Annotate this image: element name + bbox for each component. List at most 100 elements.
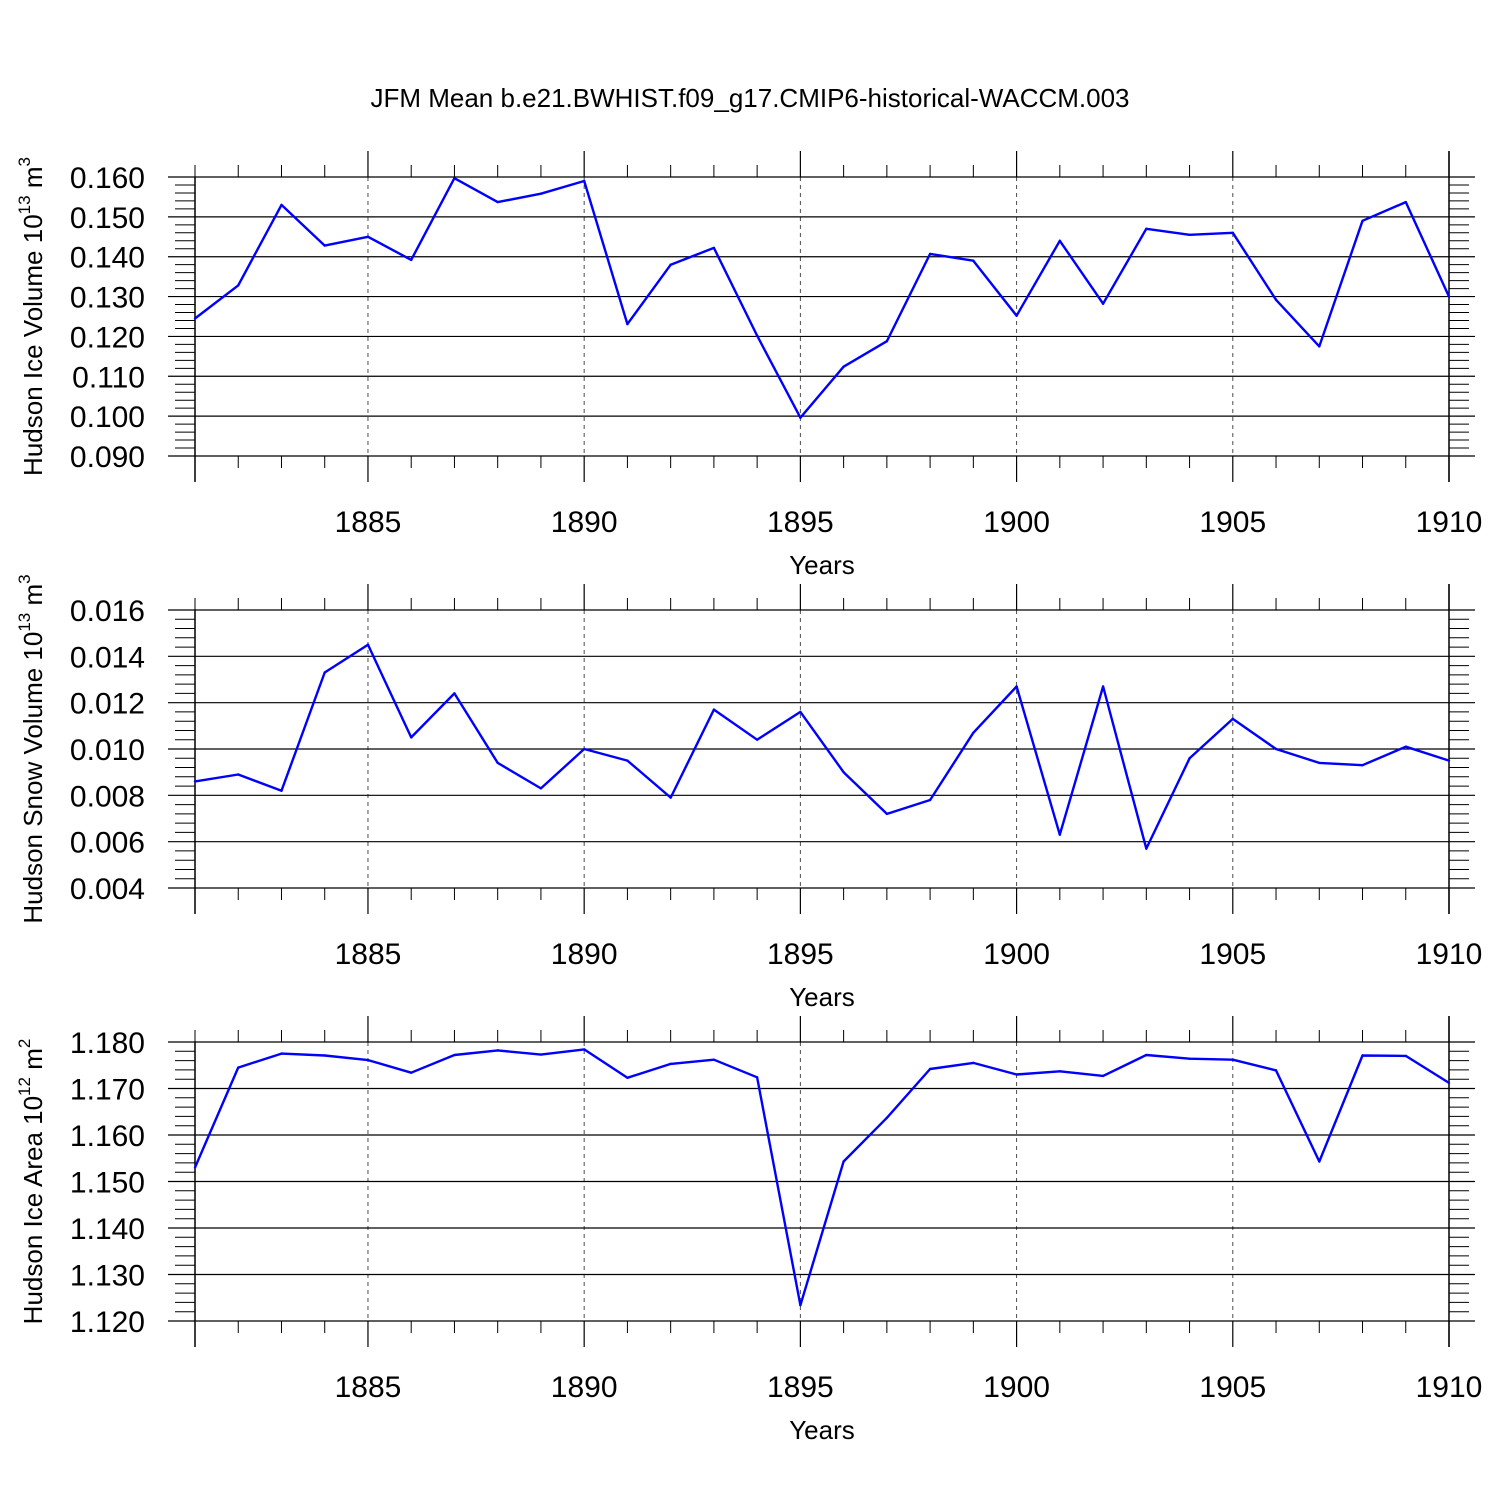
data-point (1145, 847, 1148, 850)
y-tick-label: 0.014 (70, 641, 145, 674)
y-tick-label: 1.140 (70, 1213, 145, 1246)
x-tick-label: 1900 (983, 506, 1050, 539)
data-point (1361, 219, 1364, 223)
data-point (972, 259, 975, 262)
data-point (410, 258, 413, 262)
data-point (712, 1058, 716, 1061)
data-point (799, 1303, 802, 1307)
data-point (1318, 1160, 1321, 1163)
data-point (410, 736, 413, 739)
panel-3: 1.120 1.130 1.140 1.150 1.160 1.170 1.180 1885 1… (15, 1016, 1482, 1445)
y-tick-label: 1.120 (70, 1306, 145, 1339)
data-point (193, 317, 197, 320)
data-point (885, 1116, 889, 1119)
data-point (1361, 764, 1364, 767)
y-tick-label: 0.120 (70, 321, 145, 354)
data-point (453, 176, 456, 180)
series-line (194, 176, 1451, 419)
data-point (453, 692, 456, 695)
data-point (842, 770, 845, 774)
data-point (582, 179, 586, 183)
data-point (1318, 345, 1321, 348)
y-tick-label: 1.180 (70, 1027, 145, 1060)
data-point (842, 365, 845, 368)
data-point (1361, 1054, 1364, 1057)
y-tick-label: 0.016 (70, 595, 145, 628)
data-point (1274, 298, 1278, 301)
chart-title: JFM Mean b.e21.BWHIST.f09_g17.CMIP6-hist… (370, 83, 1129, 113)
data-point (193, 1166, 197, 1169)
data-point (755, 334, 759, 337)
x-tick-label: 1895 (767, 938, 834, 971)
data-point (1101, 685, 1105, 688)
chart-panels: 0.090 0.100 0.110 0.120 0.130 0.140 0.150 0.160… (15, 151, 1482, 1445)
data-point (928, 252, 932, 256)
data-point (972, 1061, 975, 1065)
y-tick-label: 0.090 (70, 441, 145, 474)
x-axis-label: Years (789, 982, 855, 1012)
data-point (1058, 239, 1062, 242)
y-axis-label: Hudson Ice Area 1012 m2 (15, 1039, 48, 1325)
data-point (669, 796, 672, 799)
data-point (842, 1160, 845, 1163)
data-point (280, 203, 283, 207)
y-tick-label: 0.140 (70, 242, 145, 275)
y-tick-label: 0.008 (70, 780, 145, 813)
data-point (626, 322, 629, 326)
data-point (669, 263, 672, 266)
data-point (626, 759, 629, 762)
y-tick-label: 0.150 (70, 202, 145, 235)
y-axis-label: Hudson Ice Volume 1013 m3 (15, 157, 48, 476)
data-point (539, 1053, 543, 1056)
data-point (799, 416, 802, 419)
x-tick-label: 1910 (1416, 938, 1483, 971)
y-tick-label: 0.110 (72, 361, 145, 394)
series-line (194, 643, 1450, 850)
x-tick-label: 1890 (551, 506, 618, 539)
panel-2: 0.004 0.006 0.008 0.010 0.012 0.014 0.016 1885 1… (15, 574, 1482, 1012)
data-point (539, 192, 543, 195)
data-point (193, 780, 197, 783)
y-tick-label: 0.160 (70, 162, 145, 195)
data-point (1274, 1069, 1278, 1072)
data-point (539, 787, 543, 790)
x-tick-label: 1905 (1199, 506, 1266, 539)
y-tick-label: 0.010 (70, 734, 145, 767)
data-point (1447, 295, 1451, 298)
data-point (323, 1054, 326, 1057)
data-point (323, 671, 326, 674)
y-axis-label: Hudson Snow Volume 1013 m3 (15, 574, 48, 923)
data-point (626, 1076, 629, 1080)
x-tick-label: 1905 (1199, 938, 1266, 971)
x-tick-label: 1905 (1199, 1371, 1266, 1404)
x-tick-label: 1890 (551, 938, 618, 971)
data-point (885, 812, 889, 816)
data-point (1058, 833, 1062, 836)
panel-1: 0.090 0.100 0.110 0.120 0.130 0.140 0.150 0.160… (15, 151, 1482, 580)
data-point (582, 1048, 586, 1051)
data-point (1318, 761, 1321, 765)
data-point (1231, 1058, 1234, 1061)
x-axis-label: Years (789, 550, 855, 580)
data-point (755, 738, 759, 741)
data-point (323, 244, 326, 247)
x-tick-label: 1890 (551, 1371, 618, 1404)
data-point (1231, 717, 1234, 721)
data-point (366, 643, 370, 646)
y-tick-label: 1.130 (70, 1260, 145, 1293)
data-point (1101, 1074, 1105, 1078)
data-point (453, 1053, 456, 1057)
data-point (1231, 231, 1234, 234)
data-point (712, 246, 716, 250)
data-point (366, 235, 370, 238)
data-point (1015, 685, 1018, 688)
y-tick-label: 0.012 (70, 688, 145, 721)
y-tick-label: 1.160 (70, 1120, 145, 1153)
x-axis-label: Years (789, 1415, 855, 1445)
data-point (928, 798, 932, 802)
data-point (669, 1062, 672, 1066)
data-point (1101, 302, 1105, 305)
data-point (972, 731, 975, 734)
